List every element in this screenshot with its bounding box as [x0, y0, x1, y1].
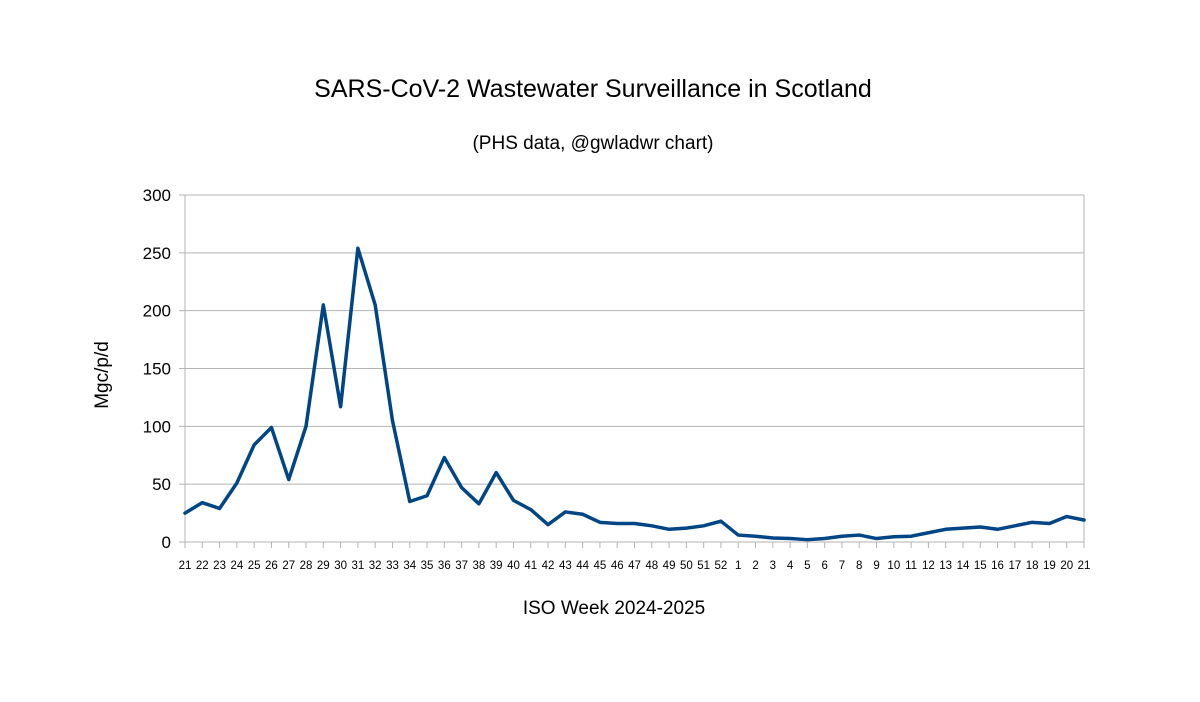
- x-tick-label: 35: [421, 560, 434, 572]
- y-tick-label: 300: [143, 186, 171, 205]
- x-tick-label: 50: [680, 560, 693, 572]
- x-tick-label: 2: [752, 560, 758, 572]
- x-tick-label: 21: [1078, 560, 1091, 572]
- y-tick-label: 250: [143, 244, 171, 263]
- x-tick-label: 42: [542, 560, 555, 572]
- series-line-0: [185, 248, 1084, 539]
- y-tick-label: 50: [152, 475, 171, 494]
- x-tick-label: 10: [887, 560, 900, 572]
- x-tick-label: 6: [821, 560, 827, 572]
- x-tick-label: 18: [1026, 560, 1039, 572]
- x-tick-label: 29: [317, 560, 330, 572]
- x-tick-label: 49: [663, 560, 676, 572]
- x-tick-label: 17: [1008, 560, 1021, 572]
- x-tick-label: 32: [369, 560, 382, 572]
- x-tick-label: 43: [559, 560, 572, 572]
- x-tick-label: 21: [179, 560, 192, 572]
- x-tick-label: 27: [282, 560, 295, 572]
- y-tick-label: 200: [143, 302, 171, 321]
- x-tick-label: 40: [507, 560, 520, 572]
- x-tick-label: 16: [991, 560, 1004, 572]
- chart-title: SARS-CoV-2 Wastewater Surveillance in Sc…: [314, 75, 872, 103]
- x-tick-label: 20: [1060, 560, 1073, 572]
- x-tick-label: 3: [770, 560, 776, 572]
- x-tick-label: 13: [939, 560, 952, 572]
- x-tick-label: 38: [473, 560, 486, 572]
- x-tick-label: 46: [611, 560, 624, 572]
- x-tick-label: 33: [386, 560, 399, 572]
- y-tick-label: 100: [143, 417, 171, 436]
- y-axis-ticks: 0 50 100 150 200 250 300: [143, 186, 185, 552]
- x-tick-label: 39: [490, 560, 503, 572]
- gridlines: [185, 195, 1084, 542]
- x-tick-label: 48: [645, 560, 658, 572]
- x-tick-label: 19: [1043, 560, 1056, 572]
- x-tick-label: 52: [715, 560, 728, 572]
- x-tick-label: 24: [230, 560, 243, 572]
- x-tick-label: 12: [922, 560, 935, 572]
- x-tick-label: 14: [957, 560, 970, 572]
- x-tick-label: 1: [735, 560, 741, 572]
- x-tick-label: 9: [873, 560, 879, 572]
- x-tick-label: 47: [628, 560, 641, 572]
- x-tick-label: 23: [213, 560, 226, 572]
- x-tick-label: 7: [839, 560, 845, 572]
- x-tick-label: 36: [438, 560, 451, 572]
- x-tick-label: 37: [455, 560, 468, 572]
- x-tick-label: 28: [300, 560, 313, 572]
- x-tick-label: 34: [403, 560, 416, 572]
- x-tick-label: 30: [334, 560, 347, 572]
- y-tick-label: 150: [143, 360, 171, 379]
- x-tick-label: 45: [594, 560, 607, 572]
- x-tick-label: 11: [905, 560, 917, 572]
- x-axis-label: ISO Week 2024-2025: [523, 598, 705, 619]
- x-tick-label: 5: [804, 560, 810, 572]
- x-tick-label: 22: [196, 560, 209, 572]
- x-tick-label: 4: [787, 560, 794, 572]
- data-series: [185, 248, 1084, 540]
- x-tick-label: 31: [351, 560, 364, 572]
- x-tick-label: 41: [524, 560, 537, 572]
- chart-subtitle: (PHS data, @gwladwr chart): [472, 133, 713, 154]
- x-tick-label: 51: [697, 560, 710, 572]
- x-tick-label: 8: [856, 560, 862, 572]
- y-axis-label: Mgc/p/d: [92, 341, 113, 409]
- x-tick-label: 44: [576, 560, 589, 572]
- x-tick-label: 25: [248, 560, 261, 572]
- x-tick-label: 26: [265, 560, 278, 572]
- y-tick-label: 0: [162, 533, 171, 552]
- x-tick-label: 15: [974, 560, 987, 572]
